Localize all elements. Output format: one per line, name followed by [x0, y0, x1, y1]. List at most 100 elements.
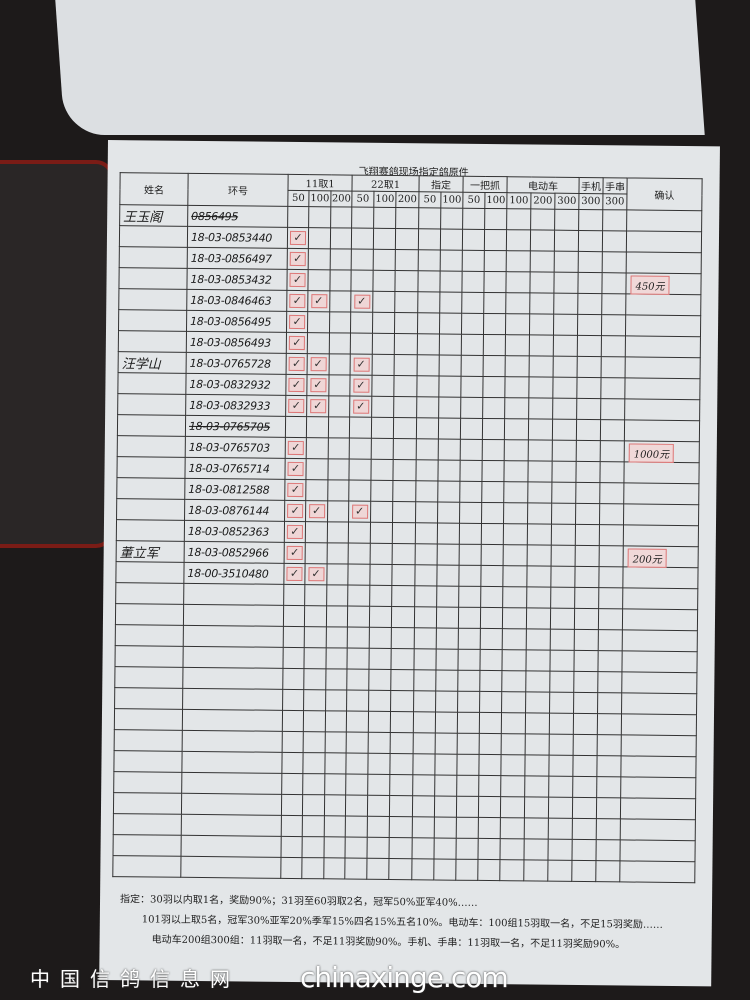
check-cell[interactable]: [346, 669, 369, 691]
check-cell[interactable]: [307, 269, 331, 291]
check-cell[interactable]: [481, 502, 504, 524]
name-cell[interactable]: [119, 246, 188, 269]
check-cell[interactable]: [304, 605, 327, 627]
check-cell[interactable]: [390, 690, 414, 712]
name-cell[interactable]: [113, 834, 182, 857]
check-cell[interactable]: [528, 418, 553, 441]
check-cell[interactable]: [414, 564, 438, 586]
check-cell[interactable]: [574, 566, 600, 588]
check-cell[interactable]: [577, 272, 603, 294]
check-cell[interactable]: [412, 816, 435, 838]
check-cell[interactable]: [348, 522, 371, 544]
check-cell[interactable]: ✓: [306, 395, 329, 417]
name-cell[interactable]: [116, 519, 185, 542]
check-cell[interactable]: [477, 838, 501, 860]
check-cell[interactable]: [371, 438, 394, 460]
check-cell[interactable]: [529, 271, 555, 294]
check-cell[interactable]: ✓: [285, 437, 307, 459]
check-cell[interactable]: [326, 563, 349, 586]
check-cell[interactable]: [458, 628, 481, 650]
check-cell[interactable]: [327, 458, 350, 481]
ring-cell[interactable]: 18-03-0846463: [186, 289, 287, 312]
check-cell[interactable]: [524, 775, 549, 798]
check-cell[interactable]: [460, 418, 483, 440]
name-cell[interactable]: [117, 393, 186, 416]
check-cell[interactable]: [437, 480, 460, 503]
name-cell[interactable]: [119, 225, 188, 248]
check-cell[interactable]: [462, 250, 485, 272]
check-cell[interactable]: [577, 293, 602, 315]
check-cell[interactable]: [526, 607, 551, 630]
check-cell[interactable]: [389, 753, 414, 775]
check-cell[interactable]: [506, 208, 531, 230]
check-cell[interactable]: [392, 543, 416, 565]
check-cell[interactable]: [437, 459, 461, 482]
ring-cell[interactable]: [182, 709, 283, 732]
check-cell[interactable]: [304, 584, 327, 606]
check-cell[interactable]: [461, 271, 485, 293]
check-cell[interactable]: ✓: [286, 290, 308, 312]
name-cell[interactable]: [118, 330, 187, 353]
name-cell[interactable]: [117, 435, 186, 458]
check-cell[interactable]: [600, 440, 625, 462]
check-cell[interactable]: [484, 250, 507, 272]
check-cell[interactable]: [459, 460, 483, 482]
name-cell[interactable]: [112, 855, 182, 878]
name-cell[interactable]: [118, 267, 188, 290]
check-cell[interactable]: [457, 691, 480, 713]
check-cell[interactable]: [554, 209, 579, 231]
check-cell[interactable]: [548, 776, 573, 798]
check-cell[interactable]: [323, 836, 346, 859]
check-cell[interactable]: [303, 710, 326, 732]
check-cell[interactable]: [391, 564, 416, 586]
check-cell[interactable]: [505, 355, 530, 377]
check-cell[interactable]: [347, 606, 370, 628]
check-cell[interactable]: [415, 480, 438, 502]
check-cell[interactable]: [457, 733, 480, 755]
check-cell[interactable]: [573, 650, 599, 672]
check-cell[interactable]: [411, 858, 434, 880]
check-cell[interactable]: [551, 482, 576, 504]
check-cell[interactable]: [456, 775, 479, 797]
check-cell[interactable]: [367, 795, 390, 817]
check-cell[interactable]: [303, 668, 326, 690]
check-cell[interactable]: [478, 754, 502, 776]
check-cell[interactable]: [372, 312, 395, 334]
check-cell[interactable]: [483, 334, 506, 356]
check-cell[interactable]: [528, 376, 554, 399]
check-cell[interactable]: [435, 732, 458, 755]
check-cell[interactable]: [482, 397, 505, 419]
check-cell[interactable]: ✓: [284, 458, 307, 480]
check-cell[interactable]: [547, 860, 572, 882]
check-cell[interactable]: [460, 439, 483, 461]
check-cell[interactable]: ✓: [284, 521, 306, 543]
check-cell[interactable]: [482, 439, 505, 461]
check-cell[interactable]: [483, 271, 507, 293]
check-cell[interactable]: [597, 713, 622, 735]
check-cell[interactable]: [552, 419, 577, 441]
check-cell[interactable]: [416, 417, 439, 439]
check-cell[interactable]: [504, 376, 530, 398]
check-cell[interactable]: ✓: [285, 374, 308, 396]
check-cell[interactable]: [282, 668, 304, 690]
check-cell[interactable]: [371, 396, 394, 418]
check-cell[interactable]: [440, 228, 463, 251]
check-cell[interactable]: [438, 396, 461, 419]
check-cell[interactable]: [527, 544, 552, 567]
check-cell[interactable]: [578, 251, 603, 273]
check-cell[interactable]: [458, 565, 482, 587]
check-cell[interactable]: [370, 522, 393, 544]
ring-cell[interactable]: 18-03-0765705: [185, 415, 286, 438]
check-cell[interactable]: [574, 608, 599, 630]
check-cell[interactable]: [458, 607, 481, 629]
check-cell[interactable]: [303, 647, 327, 669]
check-cell[interactable]: [434, 774, 457, 797]
check-cell[interactable]: [368, 732, 391, 754]
check-cell[interactable]: [324, 815, 346, 838]
ring-cell[interactable]: [182, 730, 283, 753]
check-cell[interactable]: [395, 207, 419, 229]
name-cell[interactable]: [115, 603, 184, 626]
check-cell[interactable]: [479, 691, 502, 713]
check-cell[interactable]: [411, 837, 435, 859]
check-cell[interactable]: [481, 523, 504, 545]
